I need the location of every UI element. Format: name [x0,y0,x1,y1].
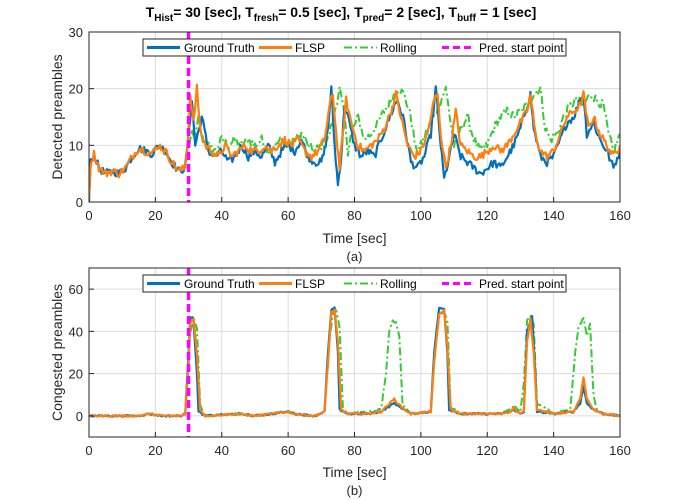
x-tick-label: 120 [476,208,498,223]
panel-a-legend: Ground Truth FLSP Rolling Pred. start po… [142,38,567,57]
panel-b-legend: Ground Truth FLSP Rolling Pred. start po… [142,274,567,293]
panel-a-legend-box [142,38,567,57]
panel-a-series [89,32,620,202]
x-tick-label: 160 [609,443,631,458]
panel-b-ticks: 0 20 40 60 80 100 120 140 160 0 20 40 60 [69,282,631,458]
legend-label-ground-truth: Ground Truth [184,277,255,291]
x-tick-label: 40 [215,208,229,223]
legend-label-ground-truth: Ground Truth [184,41,255,55]
panel-b-ylabel: Congested preambles [49,284,65,421]
x-tick-label: 40 [215,443,229,458]
legend-label-rolling: Rolling [380,277,417,291]
legend-label-pred-start-point: Pred. start point [479,41,564,55]
y-tick-label: 30 [69,25,83,40]
y-tick-label: 10 [69,138,83,153]
legend-label-flsp: FLSP [295,277,325,291]
x-tick-label: 160 [609,208,631,223]
title-segment: = 2 [sec], T [384,4,457,20]
panel-b-caption: (b) [347,483,363,498]
series-line-rolling [188,85,620,157]
title-subscript: buff [457,13,477,24]
y-tick-label: 20 [69,82,83,97]
y-tick-label: 0 [76,409,83,424]
x-tick-label: 20 [148,208,162,223]
y-tick-label: 20 [69,367,83,382]
panel-b-series [89,268,620,437]
title-subscript: Hist [154,13,174,24]
x-tick-label: 80 [347,443,361,458]
panel-b-xlabel: Time [sec] [322,464,386,480]
x-tick-label: 140 [543,208,565,223]
x-tick-label: 80 [347,208,361,223]
panel-a-grid [89,32,620,202]
title-subscript: fresh [254,13,278,24]
title-segment: = 30 [sec], T [173,4,254,20]
x-tick-label: 100 [410,208,432,223]
panel-a-ticks: 0 20 40 60 80 100 120 140 160 0 10 20 30 [69,25,631,223]
title-subscript: pred [363,13,385,24]
x-tick-label: 140 [543,443,565,458]
panel-a-xlabel: Time [sec] [322,230,386,246]
x-tick-label: 60 [281,443,295,458]
figure-title: THist= 30 [sec], Tfresh= 0.5 [sec], Tpre… [146,4,537,24]
series-line-flsp [89,83,620,199]
panel-b-legend-box [142,274,567,293]
series-line-rolling [187,309,620,418]
x-tick-label: 100 [410,443,432,458]
y-tick-label: 60 [69,282,83,297]
title-segment: T [146,4,155,20]
series-line-flsp [89,308,620,418]
x-tick-label: 60 [281,208,295,223]
x-tick-label: 20 [148,443,162,458]
panel-a-caption: (a) [347,249,363,264]
legend-label-pred-start-point: Pred. start point [479,277,564,291]
x-tick-label: 0 [85,443,92,458]
x-tick-label: 0 [85,208,92,223]
x-tick-label: 120 [476,443,498,458]
y-tick-label: 0 [76,195,83,210]
legend-label-flsp: FLSP [295,41,325,55]
panel-a-ylabel: Detected preambles [49,54,65,179]
y-tick-label: 40 [69,324,83,339]
title-segment: = 1 [sec] [476,4,536,20]
legend-label-rolling: Rolling [380,41,417,55]
title-segment: = 0.5 [sec], T [278,4,363,20]
